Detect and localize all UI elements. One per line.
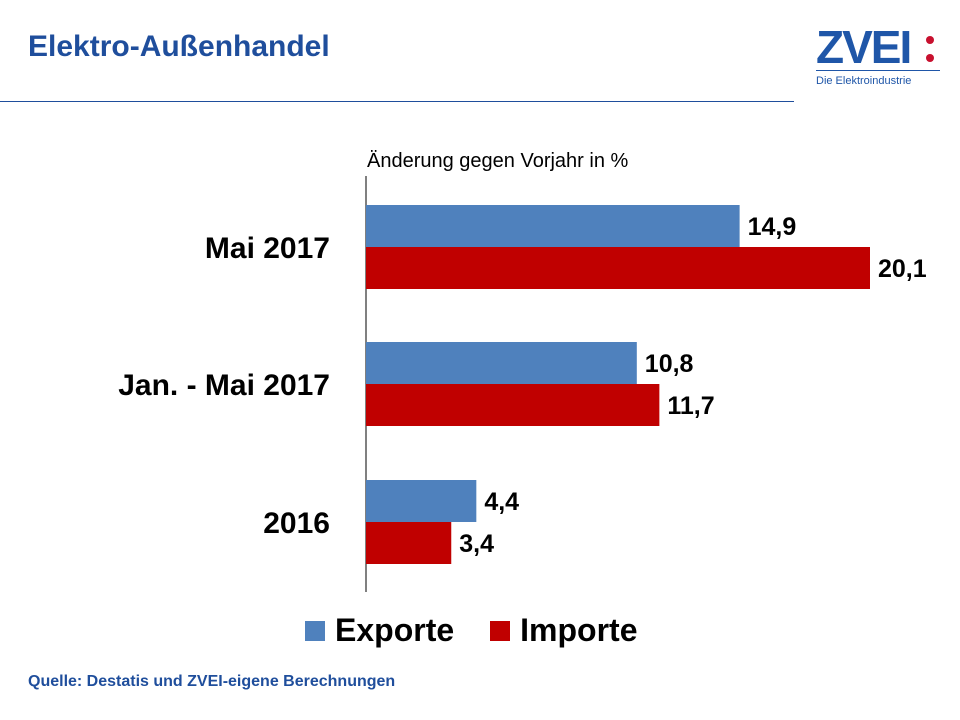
logo-wordmark: ZVEI [816,21,912,73]
category-label: Jan. - Mai 2017 [118,369,330,402]
legend-swatch-exporte [305,620,325,641]
data-label: 11,7 [667,392,714,420]
source-note: Quelle: Destatis und ZVEI-eigene Berechn… [28,673,396,690]
legend-item-importe: Importe [490,612,637,649]
data-label: 14,9 [748,213,797,241]
page-title: Elektro-Außenhandel [28,30,330,63]
logo-divider [816,70,940,71]
bar-exporte [366,205,740,247]
legend-item-exporte: Exporte [305,612,454,649]
data-label: 20,1 [878,255,927,283]
bar-exporte [366,480,477,522]
zvei-logo: ZVEI Die Elektroindustrie [808,22,948,94]
chart-subtitle: Änderung gegen Vorjahr in % [367,150,629,172]
chart-legend: Exporte Importe [305,612,673,649]
legend-label-importe: Importe [520,612,638,648]
bar-exporte [366,342,637,384]
bar-importe [366,522,452,564]
legend-label-exporte: Exporte [335,612,455,648]
title-divider [0,101,794,102]
data-label: 10,8 [645,350,694,378]
category-label: 2016 [263,507,330,540]
data-label: 3,4 [459,530,494,558]
legend-swatch-importe [490,620,511,641]
category-label: Mai 2017 [205,232,330,265]
bar-importe [366,384,660,426]
logo-colon-icon [926,30,934,66]
logo-tagline: Die Elektroindustrie [816,75,912,87]
bar-importe [366,247,870,289]
data-label: 4,4 [484,488,519,516]
